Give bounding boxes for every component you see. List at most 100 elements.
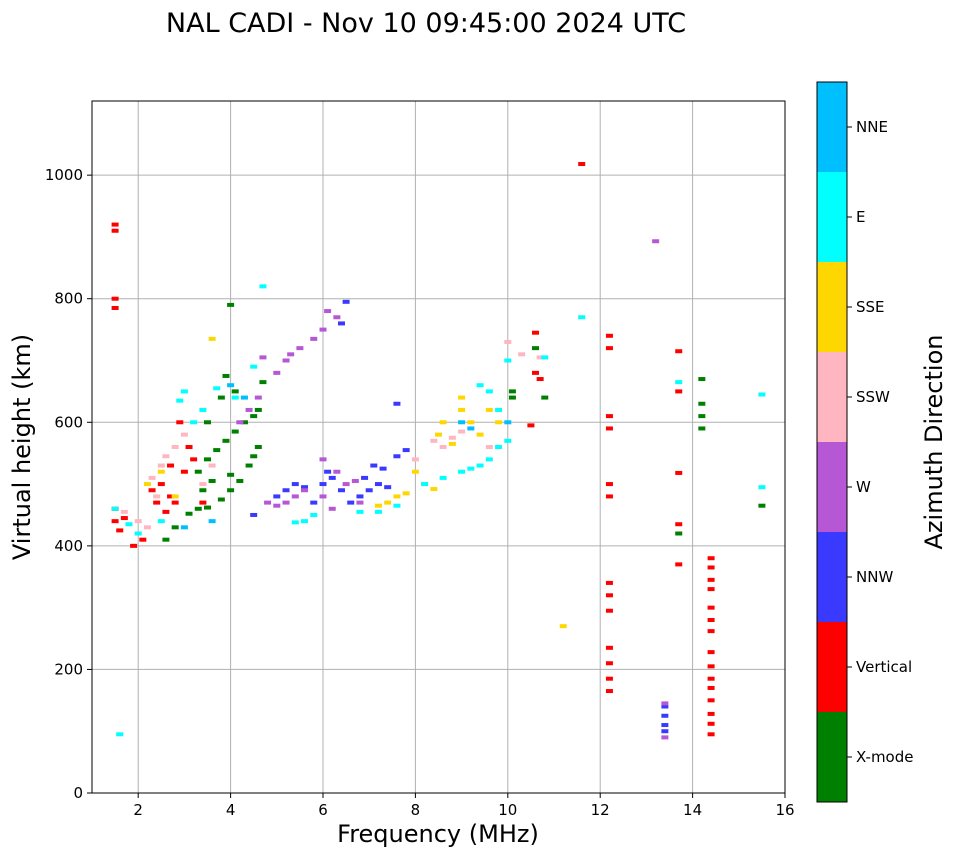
data-point	[504, 420, 512, 425]
data-point	[578, 162, 586, 167]
data-point	[319, 494, 327, 499]
data-point	[199, 488, 207, 493]
data-point	[458, 469, 466, 474]
data-point	[393, 503, 401, 508]
data-point	[559, 624, 567, 629]
data-point	[130, 543, 138, 548]
data-point	[605, 689, 613, 694]
data-point	[374, 503, 382, 508]
x-tick-label: 6	[318, 801, 328, 819]
data-point	[605, 661, 613, 666]
data-point	[291, 494, 299, 499]
colorbar-tick-label: SSE	[856, 298, 885, 316]
data-point	[707, 732, 715, 737]
data-point	[430, 487, 438, 492]
data-point	[605, 608, 613, 613]
data-point	[439, 475, 447, 480]
data-point	[208, 463, 216, 468]
x-tick-label: 4	[226, 801, 236, 819]
data-point	[758, 392, 766, 397]
data-point	[162, 509, 170, 514]
data-point	[495, 445, 503, 449]
data-point	[148, 488, 156, 493]
data-point	[282, 500, 290, 505]
data-point	[374, 482, 382, 487]
series-ssw	[120, 339, 544, 530]
data-point	[675, 349, 683, 354]
data-point	[157, 463, 165, 468]
data-point	[707, 721, 715, 726]
data-point	[342, 482, 350, 487]
data-point	[240, 395, 248, 400]
data-point	[116, 732, 124, 737]
data-point	[301, 485, 309, 490]
data-point	[675, 389, 683, 394]
data-point	[361, 475, 369, 480]
data-point	[347, 500, 355, 505]
data-point	[435, 432, 442, 437]
data-point	[291, 482, 299, 487]
data-point	[393, 401, 401, 406]
data-point	[254, 445, 262, 449]
data-point	[393, 494, 401, 499]
data-point	[301, 488, 309, 493]
data-point	[393, 454, 401, 459]
data-point	[194, 469, 202, 474]
colorbar-segment	[817, 532, 847, 622]
colorbar-tick-label: X-mode	[856, 748, 913, 766]
data-point	[282, 358, 290, 363]
data-point	[467, 466, 475, 471]
data-point	[245, 407, 253, 412]
data-point	[467, 426, 475, 431]
data-point	[250, 512, 258, 517]
data-point	[194, 506, 202, 511]
data-point	[661, 735, 669, 740]
y-tick-label: 200	[54, 660, 83, 678]
colorbar-tick-label: SSW	[856, 388, 890, 406]
data-point	[370, 463, 378, 468]
data-point	[411, 457, 419, 462]
data-point	[204, 505, 211, 510]
data-point	[485, 389, 493, 394]
data-point	[180, 525, 188, 530]
data-point	[227, 302, 235, 307]
y-tick-label: 800	[54, 290, 83, 308]
data-point	[707, 650, 715, 655]
data-point	[707, 618, 715, 622]
data-point	[504, 358, 512, 363]
data-point	[351, 478, 359, 483]
data-point	[167, 463, 175, 468]
data-point	[333, 469, 341, 474]
data-point	[176, 398, 184, 403]
data-point	[310, 336, 318, 341]
data-point	[532, 346, 540, 351]
data-point	[190, 457, 198, 462]
data-point	[259, 355, 267, 360]
data-point	[250, 454, 258, 459]
data-point	[605, 426, 613, 431]
data-point	[518, 352, 526, 357]
data-point	[199, 407, 207, 412]
data-point	[337, 488, 345, 493]
data-point	[707, 676, 715, 681]
series-nne	[180, 383, 512, 530]
data-point	[259, 380, 267, 385]
data-point	[319, 327, 327, 332]
data-point	[578, 315, 586, 320]
data-point	[328, 506, 336, 511]
data-point	[661, 729, 669, 734]
series-e	[111, 284, 766, 737]
data-point	[180, 469, 188, 474]
y-tick-label: 600	[54, 413, 83, 431]
data-point	[379, 466, 387, 471]
data-point	[541, 355, 549, 360]
data-point	[199, 482, 207, 487]
data-point	[421, 482, 429, 487]
data-point	[605, 494, 613, 499]
data-point	[157, 482, 165, 487]
series-x-mode	[162, 302, 766, 542]
data-point	[439, 420, 447, 425]
colorbar-tick-label: W	[856, 478, 871, 496]
data-point	[605, 645, 613, 650]
data-point	[139, 537, 147, 542]
